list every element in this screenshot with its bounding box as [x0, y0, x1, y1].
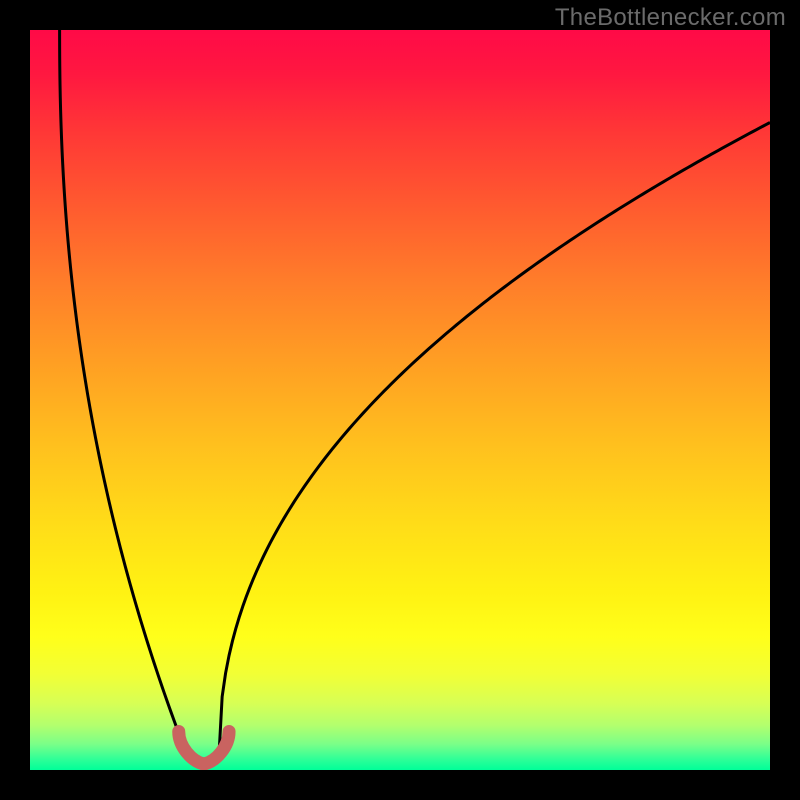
curve-layer [30, 30, 770, 770]
chart-container: { "canvas": { "width": 800, "height": 80… [0, 0, 800, 800]
watermark-text: TheBottlenecker.com [555, 4, 786, 32]
plot-area [30, 30, 770, 770]
